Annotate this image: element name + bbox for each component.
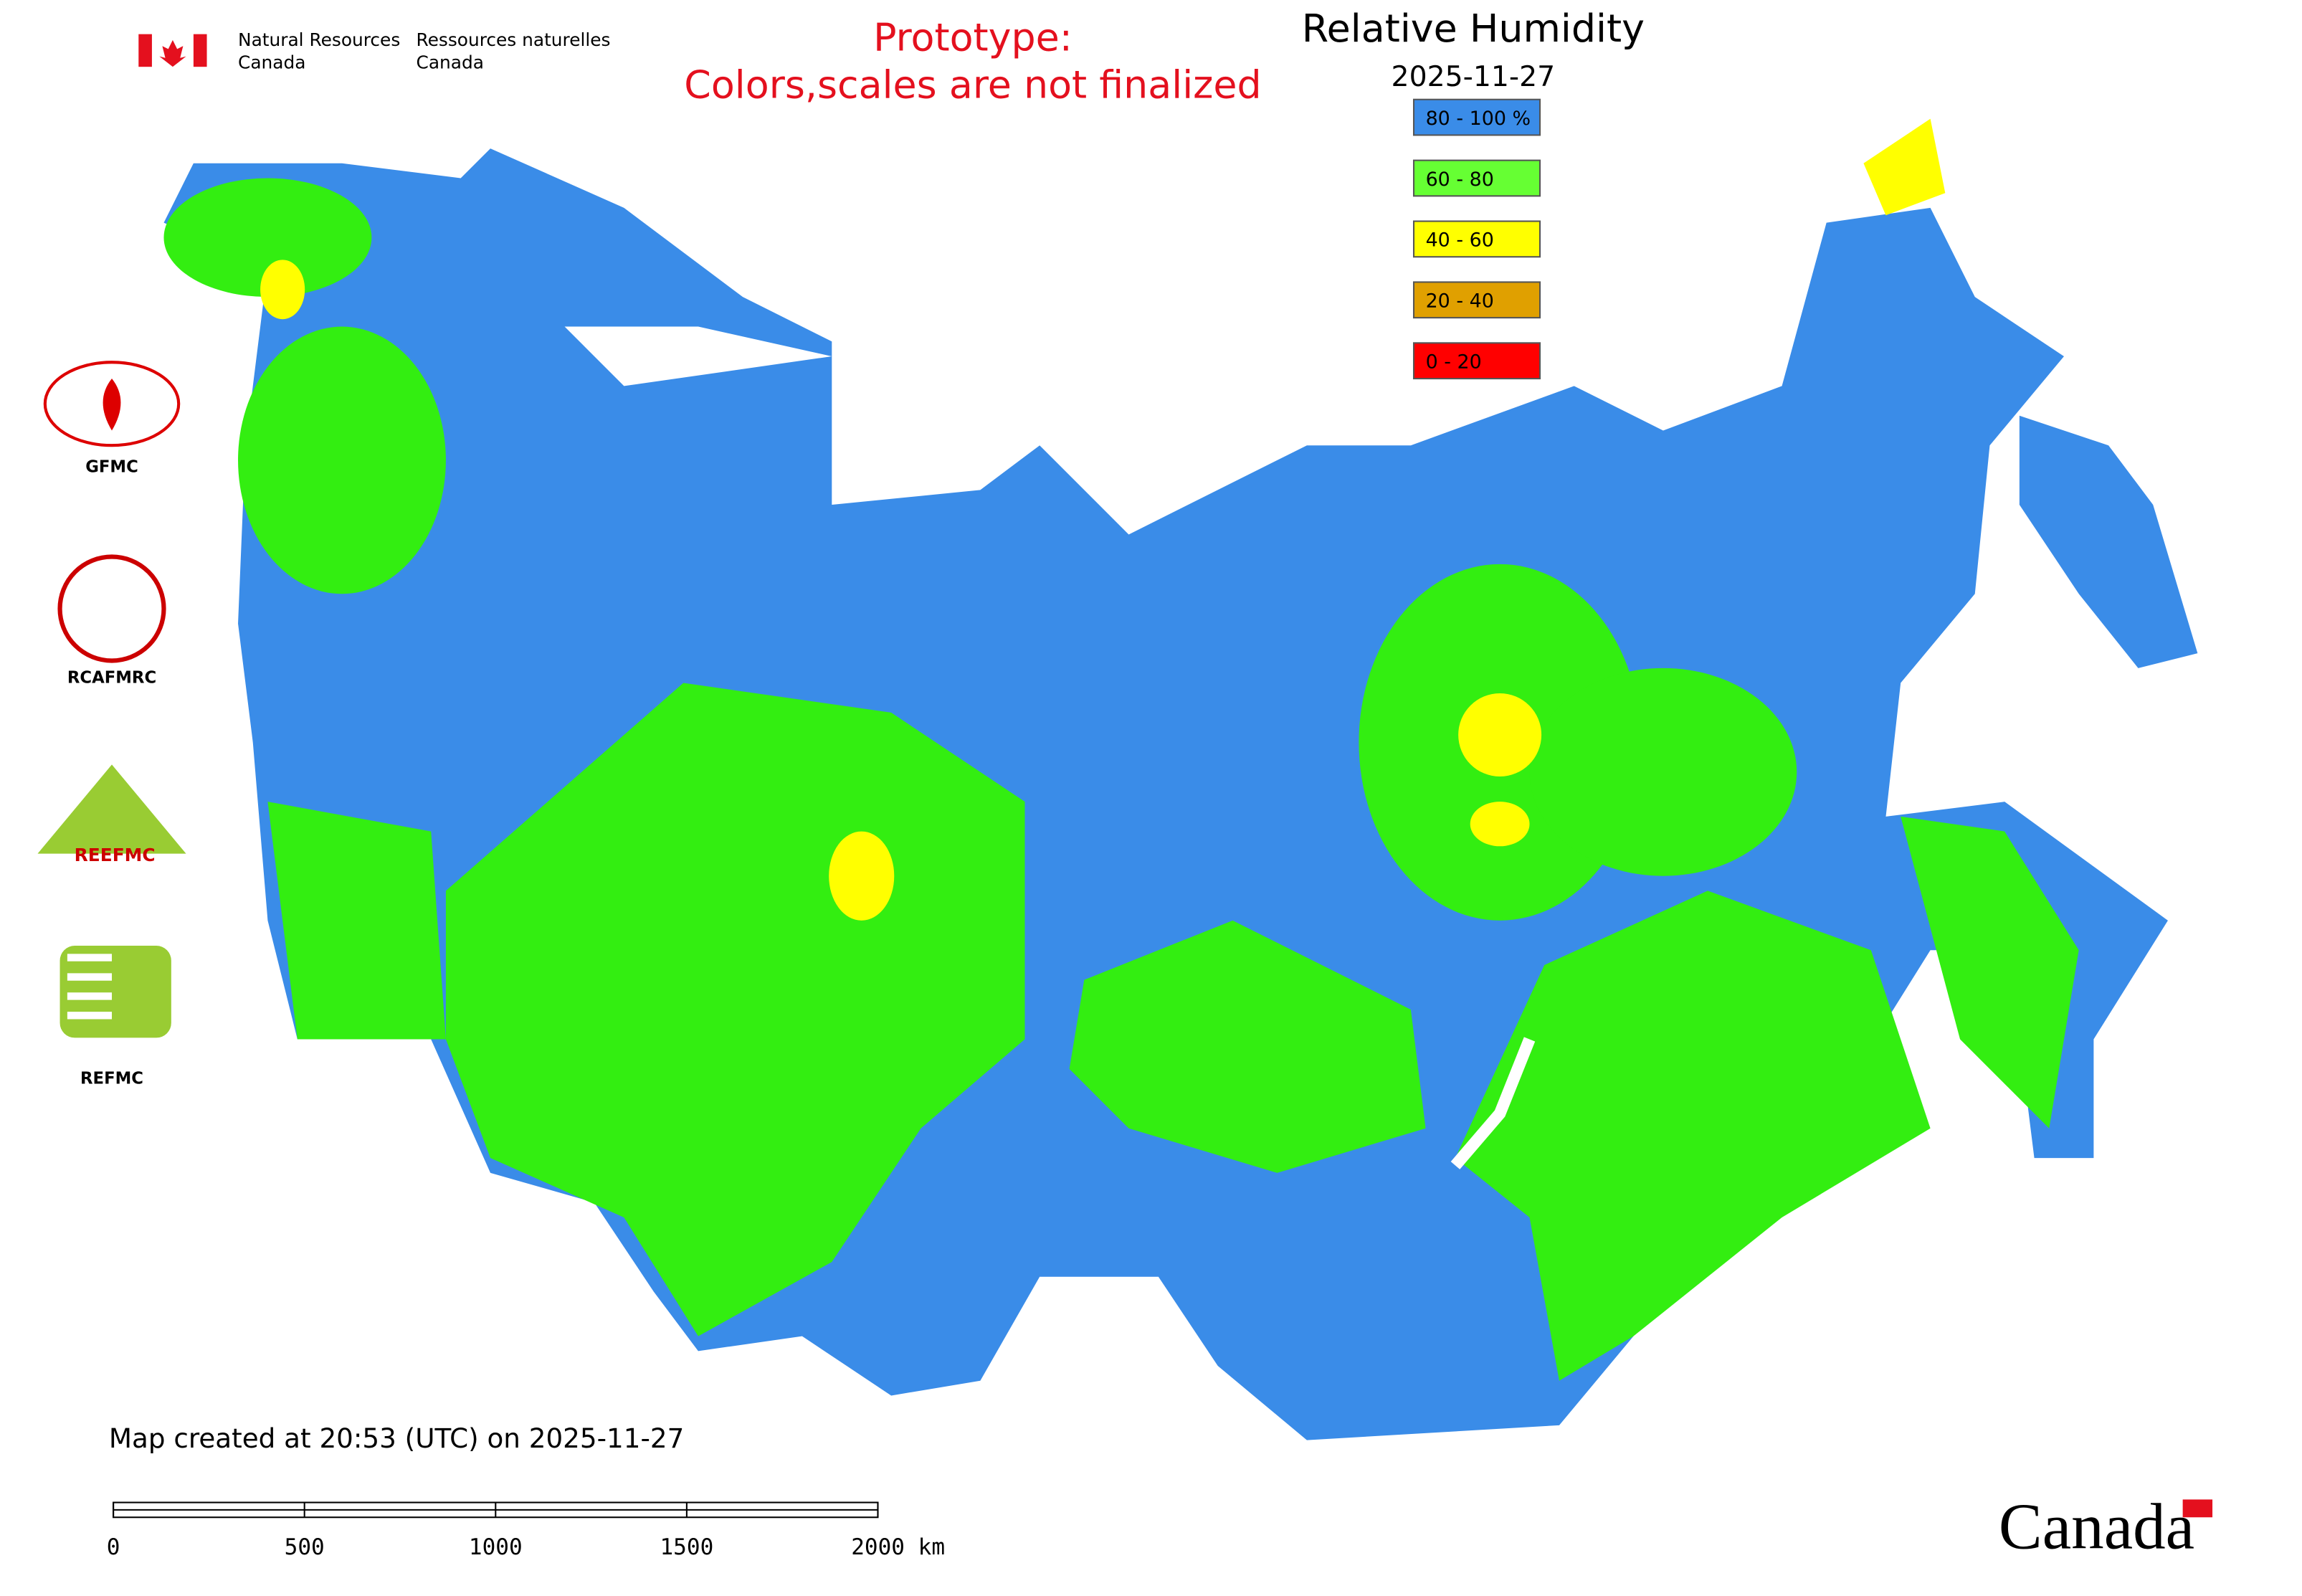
legend-swatch xyxy=(1412,220,1541,258)
logo-label: RCAFMRC xyxy=(67,669,156,688)
scale-label: 1500 xyxy=(660,1534,713,1560)
created-note: Map created at 20:53 (UTC) on 2025-11-27 xyxy=(109,1422,684,1454)
legend-swatch xyxy=(1412,281,1541,319)
prototype-notice: Colors,scales are not finalized xyxy=(684,62,1261,108)
scale-label: 1000 xyxy=(469,1534,523,1560)
scale-label: 2000 km xyxy=(851,1534,945,1560)
legend-label: 0 - 20 xyxy=(1426,351,1482,374)
partner-logos: GFMC RCAFMRC REEFMC REFMC xyxy=(37,361,186,1088)
scale-label: 0 xyxy=(107,1534,120,1560)
nrcan-signature: Natural Resources Canada Ressources natu… xyxy=(138,29,611,72)
agency-en: Natural Resources xyxy=(238,29,400,50)
legend-swatch xyxy=(1412,342,1541,380)
legend-label: 60 - 80 xyxy=(1426,168,1494,191)
legend: 80 - 100 % 60 - 80 40 - 60 20 - 40 0 - 20 xyxy=(1412,98,1541,380)
agency-en: Canada xyxy=(238,52,305,72)
map xyxy=(163,118,2198,1440)
map-title: Relative Humidity xyxy=(1302,6,1645,51)
legend-label: 80 - 100 % xyxy=(1426,108,1531,130)
legend-label: 20 - 40 xyxy=(1426,290,1494,313)
logo-label: REFMC xyxy=(80,1070,143,1088)
legend-label: 40 - 60 xyxy=(1426,229,1494,252)
prototype-notice: Prototype: xyxy=(873,14,1072,60)
scale-bar: 0 500 1000 1500 2000 km xyxy=(107,1501,945,1560)
agency-fr: Canada xyxy=(417,52,484,72)
legend-swatch xyxy=(1412,98,1541,136)
logo-label: GFMC xyxy=(85,457,138,476)
logo-label: REEFMC xyxy=(75,845,156,865)
legend-swatch xyxy=(1412,159,1541,197)
scale-label: 500 xyxy=(285,1534,325,1560)
canada-wordmark: Canada xyxy=(1999,1491,2194,1563)
map-date: 2025-11-27 xyxy=(1392,60,1556,93)
agency-fr: Ressources naturelles xyxy=(417,29,611,50)
